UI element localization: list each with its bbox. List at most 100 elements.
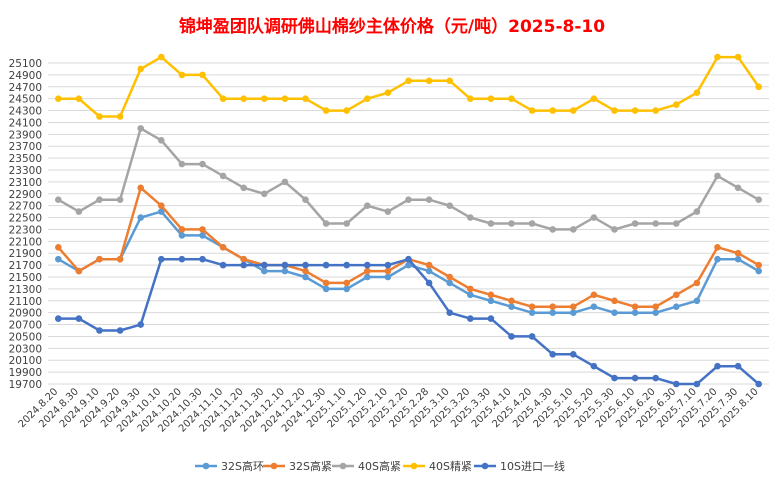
data-point — [611, 107, 618, 114]
data-point — [734, 184, 742, 192]
data-point — [631, 309, 639, 316]
data-point — [714, 53, 721, 61]
data-point — [343, 261, 351, 269]
data-point — [219, 172, 227, 180]
y-tick-label: 21500 — [9, 272, 42, 284]
data-point — [714, 362, 721, 370]
y-tick-label: 24700 — [9, 82, 42, 94]
data-point — [405, 261, 412, 269]
y-tick-label: 25100 — [9, 58, 42, 70]
data-point — [116, 113, 124, 120]
data-point — [96, 327, 103, 334]
data-point — [261, 95, 268, 102]
data-point — [75, 315, 83, 322]
data-point — [652, 220, 659, 227]
y-tick-label: 22300 — [9, 224, 42, 236]
data-point — [673, 291, 680, 299]
data-point — [281, 267, 289, 275]
data-point — [652, 303, 659, 311]
data-point — [755, 380, 762, 388]
data-point — [487, 315, 495, 322]
data-point — [528, 303, 536, 311]
y-tick-label: 21300 — [9, 284, 42, 296]
data-point — [631, 107, 639, 114]
y-tick-label: 20500 — [9, 331, 42, 343]
legend-label: 32S高紧 — [289, 459, 332, 473]
data-point — [343, 285, 351, 293]
data-point — [570, 226, 577, 233]
data-point — [570, 107, 577, 114]
data-point — [384, 89, 392, 97]
data-point — [425, 77, 433, 85]
data-point — [178, 71, 186, 79]
y-tick-label: 20300 — [9, 343, 42, 355]
data-point — [322, 261, 330, 269]
data-point — [508, 297, 515, 305]
data-point — [302, 95, 309, 102]
data-point — [343, 279, 351, 287]
y-tick-label: 20900 — [9, 308, 42, 320]
data-point — [261, 267, 268, 275]
data-point — [467, 291, 474, 299]
data-point — [508, 303, 515, 311]
data-point — [487, 95, 495, 102]
data-point — [508, 220, 515, 227]
data-point — [199, 71, 206, 79]
series-line — [58, 257, 760, 386]
data-point — [75, 208, 83, 215]
data-point — [734, 362, 742, 370]
data-point — [611, 374, 618, 382]
data-point — [96, 196, 103, 204]
data-point — [322, 220, 330, 227]
y-tick-label: 20100 — [9, 355, 42, 367]
data-point — [240, 95, 247, 102]
data-point — [755, 196, 762, 204]
data-point — [425, 279, 433, 287]
data-point — [755, 83, 762, 91]
data-point — [261, 261, 268, 269]
data-point — [467, 285, 474, 293]
data-point — [631, 220, 639, 227]
data-point — [158, 136, 165, 144]
y-tick-label: 22100 — [9, 236, 42, 248]
data-point — [549, 303, 556, 311]
data-point — [343, 220, 351, 227]
data-point — [137, 321, 144, 328]
data-point — [55, 315, 62, 322]
y-tick-label: 22700 — [9, 201, 42, 213]
legend-label: 40S高紧 — [358, 459, 401, 473]
data-point — [302, 196, 309, 204]
data-point — [384, 261, 392, 269]
data-point — [693, 208, 701, 215]
legend-marker — [410, 462, 418, 470]
data-point — [549, 226, 556, 233]
data-point — [219, 261, 227, 269]
data-point — [302, 267, 309, 275]
y-tick-label: 23500 — [9, 153, 42, 165]
chart-title: 锦坤盈团队调研佛山棉纱主体价格（元/吨）2025-8-10 — [178, 17, 606, 37]
data-point — [302, 273, 309, 281]
data-point — [158, 202, 165, 209]
data-point — [714, 243, 721, 251]
data-point — [425, 261, 433, 269]
data-point — [714, 255, 721, 263]
data-point — [570, 309, 577, 316]
y-tick-label: 21100 — [9, 296, 42, 308]
legend-marker — [339, 462, 347, 470]
data-point — [240, 261, 247, 269]
data-point — [178, 232, 186, 239]
data-point — [446, 309, 454, 316]
data-point — [446, 273, 454, 281]
data-point — [693, 297, 701, 305]
data-point — [693, 89, 701, 97]
data-point — [652, 107, 659, 114]
y-tick-label: 24100 — [9, 117, 42, 129]
data-point — [199, 255, 206, 263]
data-point — [137, 65, 144, 73]
data-point — [734, 249, 742, 257]
data-point — [652, 374, 659, 382]
data-point — [590, 291, 598, 299]
data-point — [693, 279, 701, 287]
data-point — [405, 255, 412, 263]
data-point — [446, 77, 454, 85]
